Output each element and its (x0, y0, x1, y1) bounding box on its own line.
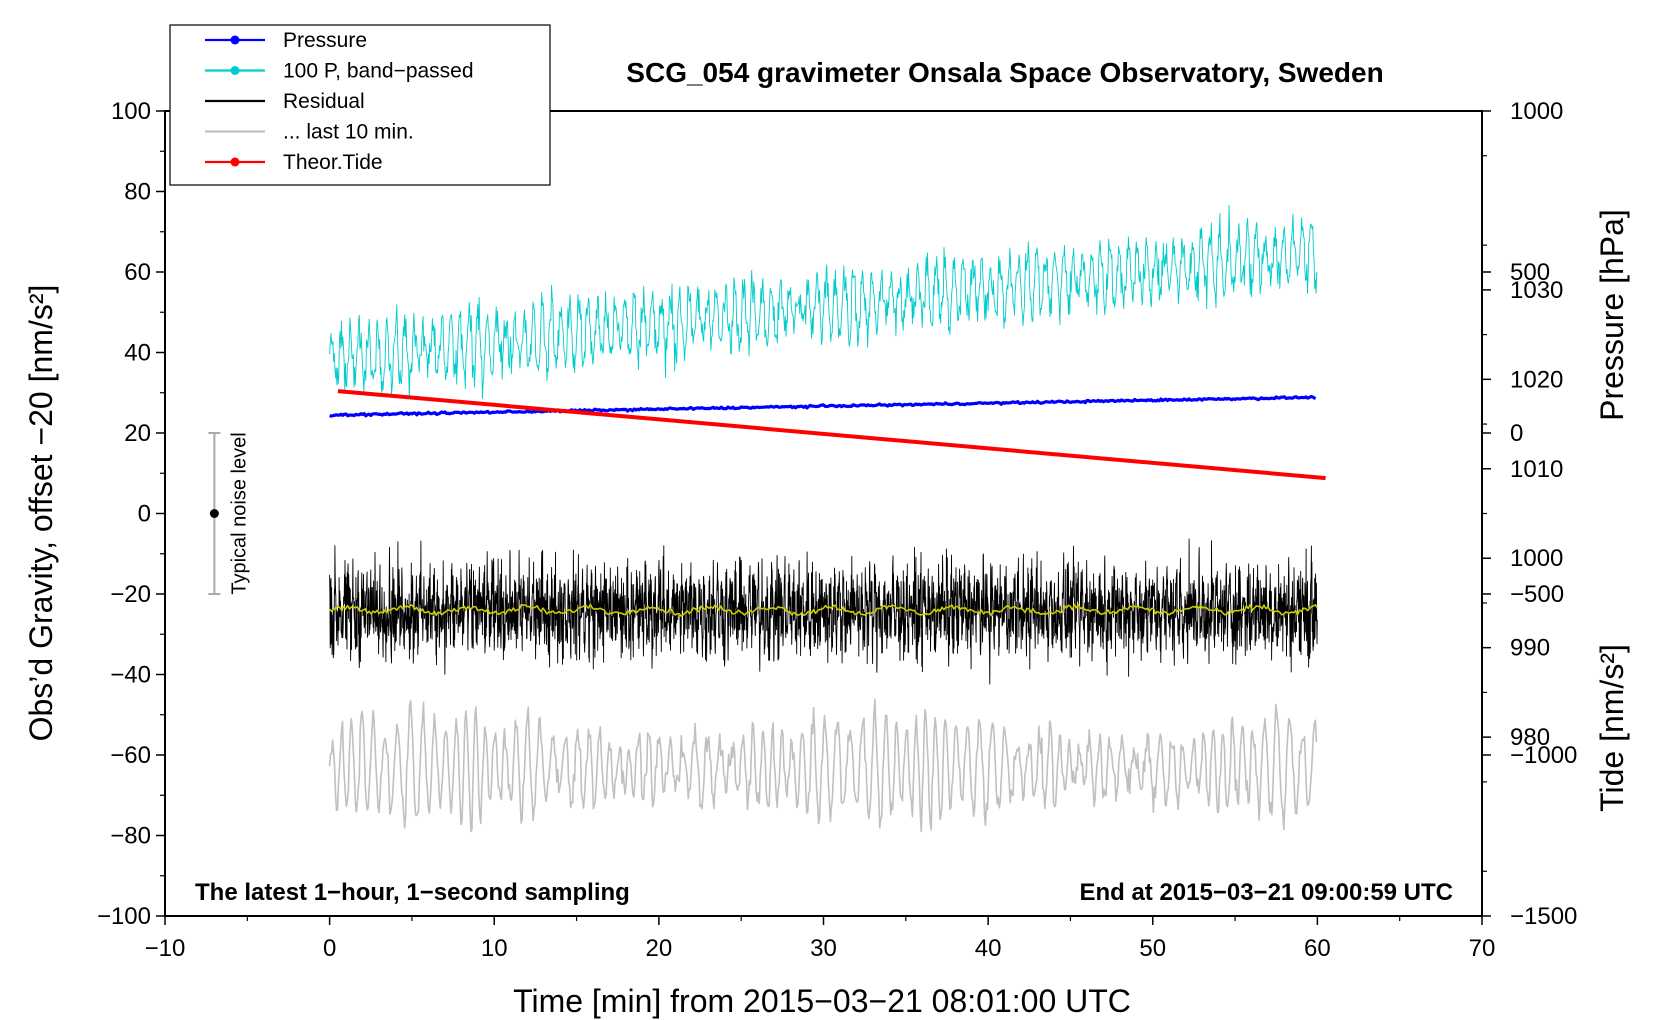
tide-tick-label: −500 (1510, 581, 1564, 608)
y-tick-label-left: 80 (124, 179, 151, 206)
noise-indicator: Typical noise level (208, 432, 250, 595)
series-group (328, 204, 1326, 833)
x-tick-label: 0 (323, 935, 336, 962)
y-tick-label-left: 40 (124, 340, 151, 367)
y-tick-label-left: 20 (124, 420, 151, 447)
noise-center-dot (209, 509, 219, 518)
y-axis-title-left: Obs’d Gravity, offset −20 [nm/s²] (23, 285, 59, 742)
y-tick-label-left: −20 (110, 581, 151, 608)
legend-items: Pressure 100 P, band−passed Residual ... la… (205, 29, 474, 174)
tide-tick-label: 1000 (1510, 98, 1563, 125)
y-tick-label-left: −60 (110, 742, 151, 769)
legend-marker (230, 157, 240, 167)
legend-label: ... last 10 min. (283, 121, 414, 144)
noise-label: Typical noise level (228, 432, 250, 594)
x-tick-label: 70 (1469, 935, 1496, 962)
series-last-10-min (328, 698, 1318, 833)
pressure-tick-label: 1010 (1510, 456, 1563, 483)
chart-title: SCG_054 gravimeter Onsala Space Observat… (626, 57, 1383, 88)
series-theor-tide (337, 389, 1326, 481)
pressure-tick-label: 990 (1510, 635, 1550, 662)
pressure-tick-label: 1000 (1510, 545, 1563, 572)
axis-ticks: −10 0 10 20 30 40 50 60 70100806040200−20−40−60−… (97, 98, 1577, 962)
legend-label: Theor.Tide (283, 151, 383, 174)
pressure-tick-label: 980 (1510, 724, 1550, 751)
legend-label: 100 P, band−passed (283, 60, 474, 83)
tide-tick-label: 500 (1510, 259, 1550, 286)
y-tick-label-left: −100 (97, 903, 151, 930)
series-residual (329, 538, 1318, 685)
y-tick-label-left: 100 (111, 98, 151, 125)
legend-marker (230, 35, 240, 45)
legend-label: Pressure (283, 29, 367, 52)
y-axis-title-tide: Tide [nm/s²] (1594, 644, 1630, 812)
pressure-tick-label: 1020 (1510, 366, 1563, 393)
annotation-bottom-right: End at 2015−03−21 09:00:59 UTC (1079, 879, 1453, 906)
x-tick-label: −10 (145, 935, 186, 962)
y-axis-title-pressure: Pressure [hPa] (1594, 209, 1630, 421)
pressure-tick-label: 1030 (1510, 277, 1563, 304)
x-tick-label: 60 (1304, 935, 1331, 962)
series-pressure (329, 395, 1317, 418)
tide-tick-label: −1500 (1510, 903, 1577, 930)
tide-tick-label: −1000 (1510, 742, 1577, 769)
x-tick-label: 30 (810, 935, 837, 962)
tide-tick-label: 0 (1510, 420, 1523, 447)
y-tick-label-left: 0 (138, 501, 151, 528)
legend-label: Residual (283, 90, 365, 113)
x-tick-label: 50 (1139, 935, 1166, 962)
x-tick-label: 10 (481, 935, 508, 962)
x-tick-label: 40 (975, 935, 1002, 962)
legend: Pressure 100 P, band−passed Residual ... la… (169, 24, 551, 186)
x-axis-title: Time [min] from 2015−03−21 08:01:00 UTC (513, 983, 1131, 1019)
y-tick-label-left: −40 (110, 662, 151, 689)
annotation-bottom-left: The latest 1−hour, 1−second sampling (195, 879, 630, 906)
y-tick-label-left: 60 (124, 259, 151, 286)
y-tick-label-left: −80 (110, 823, 151, 850)
x-tick-label: 20 (646, 935, 673, 962)
series-residual-smoothed (329, 603, 1319, 618)
legend-marker (230, 66, 240, 75)
series-pressure-bandpassed (329, 204, 1318, 400)
